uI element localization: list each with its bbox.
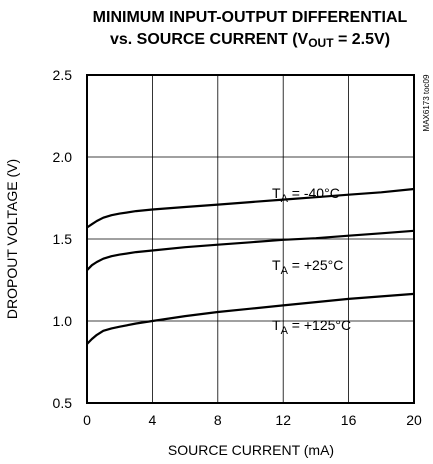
y-tick-label: 1.0 xyxy=(53,313,73,329)
series-line xyxy=(87,189,414,228)
y-tick-label: 0.5 xyxy=(53,395,73,411)
series-labels: TA = -40°C TA = +25°C TA = +125°C xyxy=(272,185,351,337)
x-tick-label: 0 xyxy=(83,412,91,428)
x-axis-label: SOURCE CURRENT (mA) xyxy=(168,442,334,458)
x-tick-label: 12 xyxy=(275,412,291,428)
x-tick-label: 4 xyxy=(149,412,157,428)
series-label: TA = +125°C xyxy=(272,317,351,337)
y-tick-label: 2.5 xyxy=(53,67,73,83)
chart-title-line2: vs. SOURCE CURRENT (VOUT = 2.5V) xyxy=(110,31,390,50)
x-tick-label: 16 xyxy=(341,412,357,428)
x-tick-label: 20 xyxy=(406,412,422,428)
y-tick-labels: 0.5 1.0 1.5 2.0 2.5 xyxy=(53,67,73,411)
series-line xyxy=(87,231,414,270)
y-axis-label: DROPOUT VOLTAGE (V) xyxy=(4,159,20,319)
x-tick-labels: 0 4 8 12 16 20 xyxy=(83,412,422,428)
series-label: TA = -40°C xyxy=(272,185,340,205)
series-line xyxy=(87,294,414,344)
figure-code: MAX6173 toc09 xyxy=(422,74,431,131)
chart-title-line1: MINIMUM INPUT-OUTPUT DIFFERENTIAL xyxy=(93,9,408,26)
x-tick-label: 8 xyxy=(214,412,222,428)
y-tick-label: 1.5 xyxy=(53,231,73,247)
y-tick-label: 2.0 xyxy=(53,149,73,165)
series-label: TA = +25°C xyxy=(272,257,343,277)
grid xyxy=(87,75,414,403)
